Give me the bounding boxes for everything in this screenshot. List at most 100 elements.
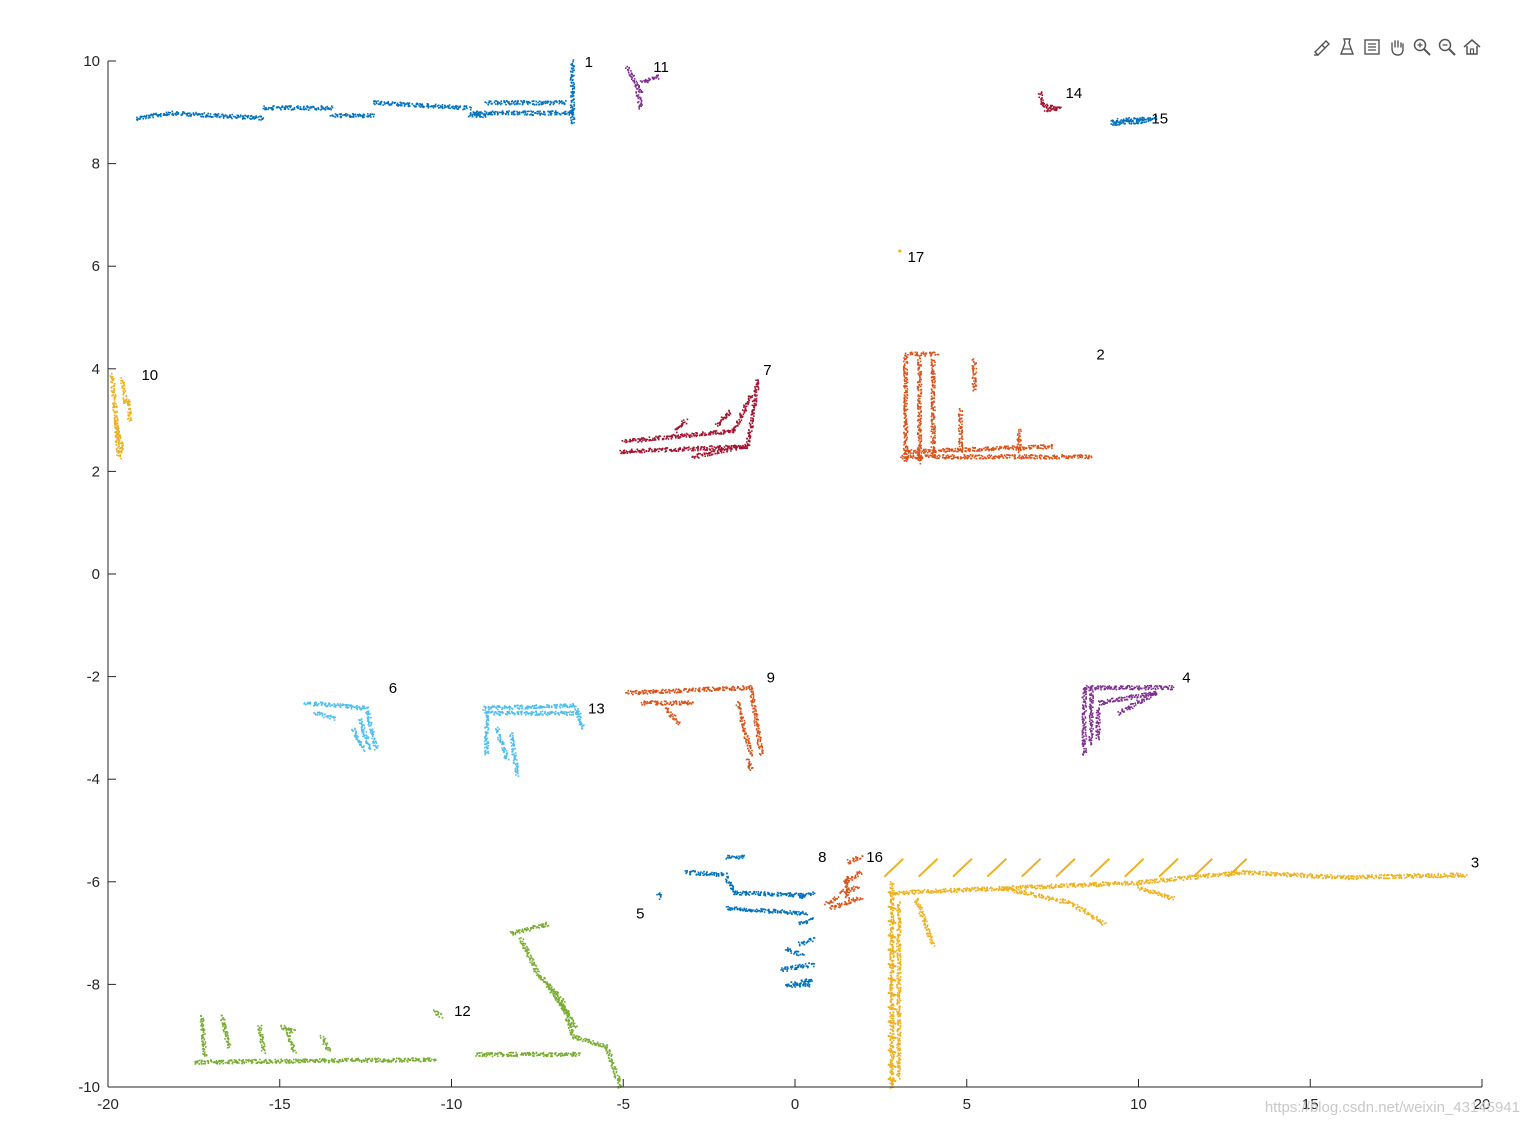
scatter-point xyxy=(919,904,921,906)
scatter-point xyxy=(904,380,906,382)
scatter-point xyxy=(940,889,942,891)
scatter-point xyxy=(892,967,894,969)
scatter-point xyxy=(547,100,550,103)
scatter-point xyxy=(921,450,923,452)
scatter-point xyxy=(305,108,308,111)
scatter-point xyxy=(284,105,287,107)
scatter-point xyxy=(1081,739,1084,742)
scatter-point xyxy=(909,450,911,452)
scatter-point xyxy=(329,107,332,110)
scatter-point xyxy=(1172,686,1175,689)
scatter-point xyxy=(956,888,958,890)
scatter-point xyxy=(1386,877,1388,880)
scatter-point xyxy=(987,456,990,459)
scatter-point xyxy=(917,364,920,366)
scatter-point xyxy=(1143,694,1145,697)
scatter-point xyxy=(1155,892,1158,895)
scatter-point xyxy=(345,115,347,117)
scatter-point xyxy=(1008,454,1010,456)
scatter-point xyxy=(754,909,757,912)
scatter-point xyxy=(147,117,150,119)
scatter-point xyxy=(1092,700,1094,702)
scatter-point xyxy=(933,890,935,893)
scatter-point xyxy=(802,911,804,914)
scatter-point xyxy=(931,428,933,430)
scatter-point xyxy=(286,105,289,108)
scatter-point xyxy=(1173,895,1176,898)
scatter-point xyxy=(736,890,738,893)
scatter-point xyxy=(660,894,662,896)
scatter-point xyxy=(279,107,282,110)
scatter-point xyxy=(946,450,949,452)
scatter-point xyxy=(1430,875,1432,877)
scatter-point xyxy=(897,1070,899,1072)
scatter-point xyxy=(935,888,937,891)
scatter-point xyxy=(988,454,990,456)
scatter-point xyxy=(960,414,963,416)
scatter-point xyxy=(904,440,906,443)
scatter-point xyxy=(1093,884,1096,887)
scatter-point xyxy=(1099,728,1101,731)
scatter-point xyxy=(1166,895,1169,898)
scatter-point xyxy=(261,118,263,120)
scatter-point xyxy=(947,457,949,459)
scatter-point xyxy=(1025,888,1027,891)
scatter-point xyxy=(1000,888,1002,891)
scatter-point xyxy=(1089,703,1091,706)
scatter-point xyxy=(1096,709,1098,712)
scatter-point xyxy=(1020,449,1022,452)
scatter-point xyxy=(1433,873,1435,876)
scatter-point xyxy=(1090,699,1092,701)
scatter-point xyxy=(470,106,472,109)
scatter-point xyxy=(1386,874,1389,876)
scatter-point xyxy=(891,1062,893,1065)
scatter-point xyxy=(930,441,933,444)
scatter-point xyxy=(181,112,184,115)
scatter-point xyxy=(1095,737,1098,740)
scatter-point xyxy=(1417,873,1420,875)
scatter-point xyxy=(1078,454,1081,456)
scatter-point xyxy=(485,102,488,104)
scatter-point xyxy=(732,887,735,889)
scatter-point xyxy=(1452,876,1455,878)
scatter-point xyxy=(911,353,913,355)
scatter-point xyxy=(1004,445,1006,448)
scatter-point xyxy=(387,103,390,105)
scatter-point xyxy=(904,434,906,437)
scatter-point xyxy=(902,455,904,458)
scatter-point xyxy=(374,100,377,103)
scatter-point xyxy=(911,457,914,459)
scatter-point xyxy=(512,102,515,104)
scatter-point xyxy=(1121,708,1124,710)
scatter-point xyxy=(1062,900,1064,903)
scatter-point xyxy=(1039,457,1041,459)
scatter-point xyxy=(496,103,499,106)
scatter-point xyxy=(931,401,933,403)
scatter-point xyxy=(957,450,959,453)
scatter-point xyxy=(998,887,1001,889)
scatter-point xyxy=(1161,893,1163,895)
scatter-point xyxy=(1109,700,1112,702)
scatter-point xyxy=(899,1043,901,1046)
scatter-point xyxy=(926,891,929,893)
scatter-point xyxy=(912,889,914,892)
scatter-point xyxy=(959,410,962,412)
scatter-point xyxy=(156,114,158,116)
scatter-point xyxy=(1045,447,1048,450)
scatter-point xyxy=(1014,446,1017,449)
scatter-point xyxy=(951,448,953,450)
scatter-point xyxy=(1293,873,1295,876)
scatter-point xyxy=(777,892,780,895)
scatter-point xyxy=(931,423,934,426)
scatter-point xyxy=(892,1003,894,1005)
scatter-point xyxy=(898,945,900,948)
scatter-point xyxy=(1090,692,1093,695)
scatter-point xyxy=(1031,886,1033,889)
scatter-point xyxy=(281,105,284,107)
scatter-point xyxy=(931,367,933,369)
scatter-point xyxy=(744,909,747,911)
scatter-point xyxy=(899,968,902,970)
scatter-point xyxy=(1027,457,1029,459)
scatter-point xyxy=(544,102,546,105)
scatter-point xyxy=(998,447,1001,449)
